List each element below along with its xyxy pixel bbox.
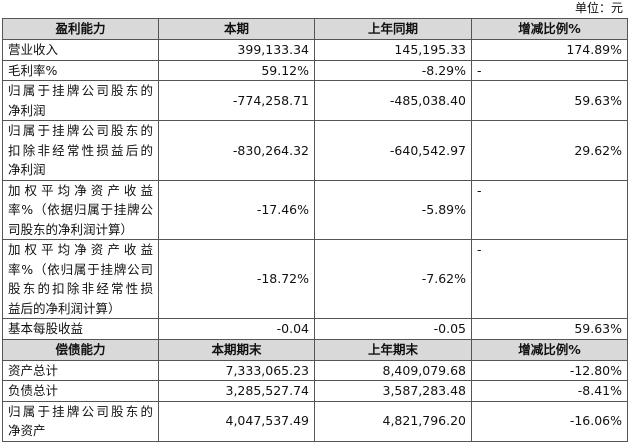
change-value: -12.80% bbox=[471, 359, 628, 381]
header-cell: 盈利能力 bbox=[2, 18, 159, 40]
header-cell: 增减比例% bbox=[471, 18, 628, 40]
change-value: - bbox=[471, 59, 628, 81]
table-body: 盈利能力 本期 上年同期 增减比例% 营业收入 399,133.34 145,195.33 1… bbox=[2, 18, 628, 442]
previous-value: 3,587,283.48 bbox=[314, 380, 472, 402]
previous-value: -640,542.97 bbox=[314, 120, 472, 181]
previous-value: -5.89% bbox=[314, 179, 472, 240]
data-row: 加权平均净资产收益 率%（依据归属于挂牌公 司股东的净利润计算） -17.46% -5.… bbox=[2, 179, 628, 240]
header-cell: 本期期末 bbox=[158, 338, 315, 361]
previous-value: 145,195.33 bbox=[314, 39, 472, 61]
change-value: - bbox=[471, 179, 628, 240]
change-value: 59.63% bbox=[471, 318, 628, 340]
label-line: 益后的净利润计算） bbox=[8, 300, 121, 316]
label-line: 司股东的净利润计算） bbox=[8, 221, 134, 237]
label-cell: 营业收入 bbox=[2, 39, 159, 61]
label-line: 负债总计 bbox=[8, 383, 59, 398]
previous-value: -8.29% bbox=[314, 59, 472, 81]
label-line: 归属于挂牌公司股东的 bbox=[8, 123, 153, 138]
change-value: 174.89% bbox=[471, 39, 628, 61]
label-line: 净资产 bbox=[8, 423, 46, 438]
label-line: 率%（依归属于挂牌公司 bbox=[8, 261, 153, 277]
current-value: -774,258.71 bbox=[158, 80, 315, 121]
header-row: 盈利能力 本期 上年同期 增减比例% bbox=[2, 18, 628, 40]
label-line: 率%（依据归属于挂牌公 bbox=[8, 202, 153, 217]
change-value: -8.41% bbox=[471, 380, 628, 402]
data-row: 归属于挂牌公司股东的 净利润 -774,258.71 -485,038.40 59.63… bbox=[2, 80, 628, 121]
label-cell: 归属于挂牌公司股东的 扣除非经常性损益后的 净利润 bbox=[2, 120, 159, 181]
data-row: 归属于挂牌公司股东的 净资产 4,047,537.49 4,821,796.20 -16… bbox=[2, 400, 628, 442]
data-row: 归属于挂牌公司股东的 扣除非经常性损益后的 净利润 -830,264.32 -640,5… bbox=[2, 120, 628, 181]
header-cell: 本期 bbox=[158, 18, 315, 40]
change-value: 29.62% bbox=[471, 120, 628, 181]
header-cell: 上年期末 bbox=[314, 338, 472, 361]
change-value: - bbox=[471, 239, 628, 319]
unit-label: 单位：元 bbox=[574, 1, 623, 15]
previous-value: -0.05 bbox=[314, 318, 472, 340]
header-cell: 增减比例% bbox=[471, 338, 628, 361]
label-line: 归属于挂牌公司股东的 bbox=[8, 403, 153, 419]
label-line: 净利润 bbox=[8, 162, 46, 177]
current-value: 4,047,537.49 bbox=[158, 400, 315, 442]
label-cell: 归属于挂牌公司股东的 净资产 bbox=[2, 400, 159, 442]
label-line: 归属于挂牌公司股东的 bbox=[8, 83, 153, 98]
current-value: -18.72% bbox=[158, 239, 315, 319]
label-cell: 负债总计 bbox=[2, 380, 159, 402]
label-line: 加权平均净资产收益 bbox=[8, 242, 153, 257]
label-cell: 归属于挂牌公司股东的 净利润 bbox=[2, 80, 159, 121]
label-cell: 基本每股收益 bbox=[2, 318, 159, 340]
change-value: -16.06% bbox=[471, 400, 628, 442]
current-value: -830,264.32 bbox=[158, 120, 315, 181]
header-cell: 上年同期 bbox=[314, 18, 472, 40]
data-row: 营业收入 399,133.34 145,195.33 174.89% bbox=[2, 39, 628, 61]
current-value: -17.46% bbox=[158, 179, 315, 240]
current-value: 59.12% bbox=[158, 59, 315, 81]
financial-table: 盈利能力 本期 上年同期 增减比例% 营业收入 399,133.34 145,195.33 1… bbox=[2, 18, 628, 442]
label-cell: 毛利率% bbox=[2, 59, 159, 81]
previous-value: 4,821,796.20 bbox=[314, 400, 472, 442]
current-value: 3,285,527.74 bbox=[158, 380, 315, 402]
label-line: 资产总计 bbox=[8, 362, 59, 378]
current-value: 399,133.34 bbox=[158, 39, 315, 61]
label-line: 基本每股收益 bbox=[8, 321, 84, 336]
label-cell: 加权平均净资产收益 率%（依据归属于挂牌公 司股东的净利润计算） bbox=[2, 179, 159, 240]
previous-value: -7.62% bbox=[314, 239, 472, 319]
data-row: 毛利率% 59.12% -8.29% - bbox=[2, 59, 628, 81]
label-line: 营业收入 bbox=[8, 42, 59, 57]
data-row: 加权平均净资产收益 率%（依归属于挂牌公司 股东的扣除非经常性损 益后的净利润计算） -… bbox=[2, 239, 628, 319]
change-value: 59.63% bbox=[471, 80, 628, 121]
label-line: 扣除非经常性损益后的 bbox=[8, 142, 153, 158]
label-line: 股东的扣除非经常性损 bbox=[8, 281, 153, 296]
data-row: 负债总计 3,285,527.74 3,587,283.48 -8.41% bbox=[2, 380, 628, 402]
label-line: 毛利率% bbox=[8, 62, 58, 78]
data-row: 资产总计 7,333,065.23 8,409,079.68 -12.80% bbox=[2, 359, 628, 381]
previous-value: 8,409,079.68 bbox=[314, 359, 472, 381]
label-line: 净利润 bbox=[8, 102, 46, 118]
label-cell: 加权平均净资产收益 率%（依归属于挂牌公司 股东的扣除非经常性损 益后的净利润计算） bbox=[2, 239, 159, 319]
header-row: 偿债能力 本期期末 上年期末 增减比例% bbox=[2, 338, 628, 361]
current-value: -0.04 bbox=[158, 318, 315, 340]
label-line: 加权平均净资产收益 bbox=[8, 182, 153, 198]
header-cell: 偿债能力 bbox=[2, 338, 159, 361]
data-row: 基本每股收益 -0.04 -0.05 59.63% bbox=[2, 318, 628, 340]
label-cell: 资产总计 bbox=[2, 359, 159, 381]
previous-value: -485,038.40 bbox=[314, 80, 472, 121]
current-value: 7,333,065.23 bbox=[158, 359, 315, 381]
